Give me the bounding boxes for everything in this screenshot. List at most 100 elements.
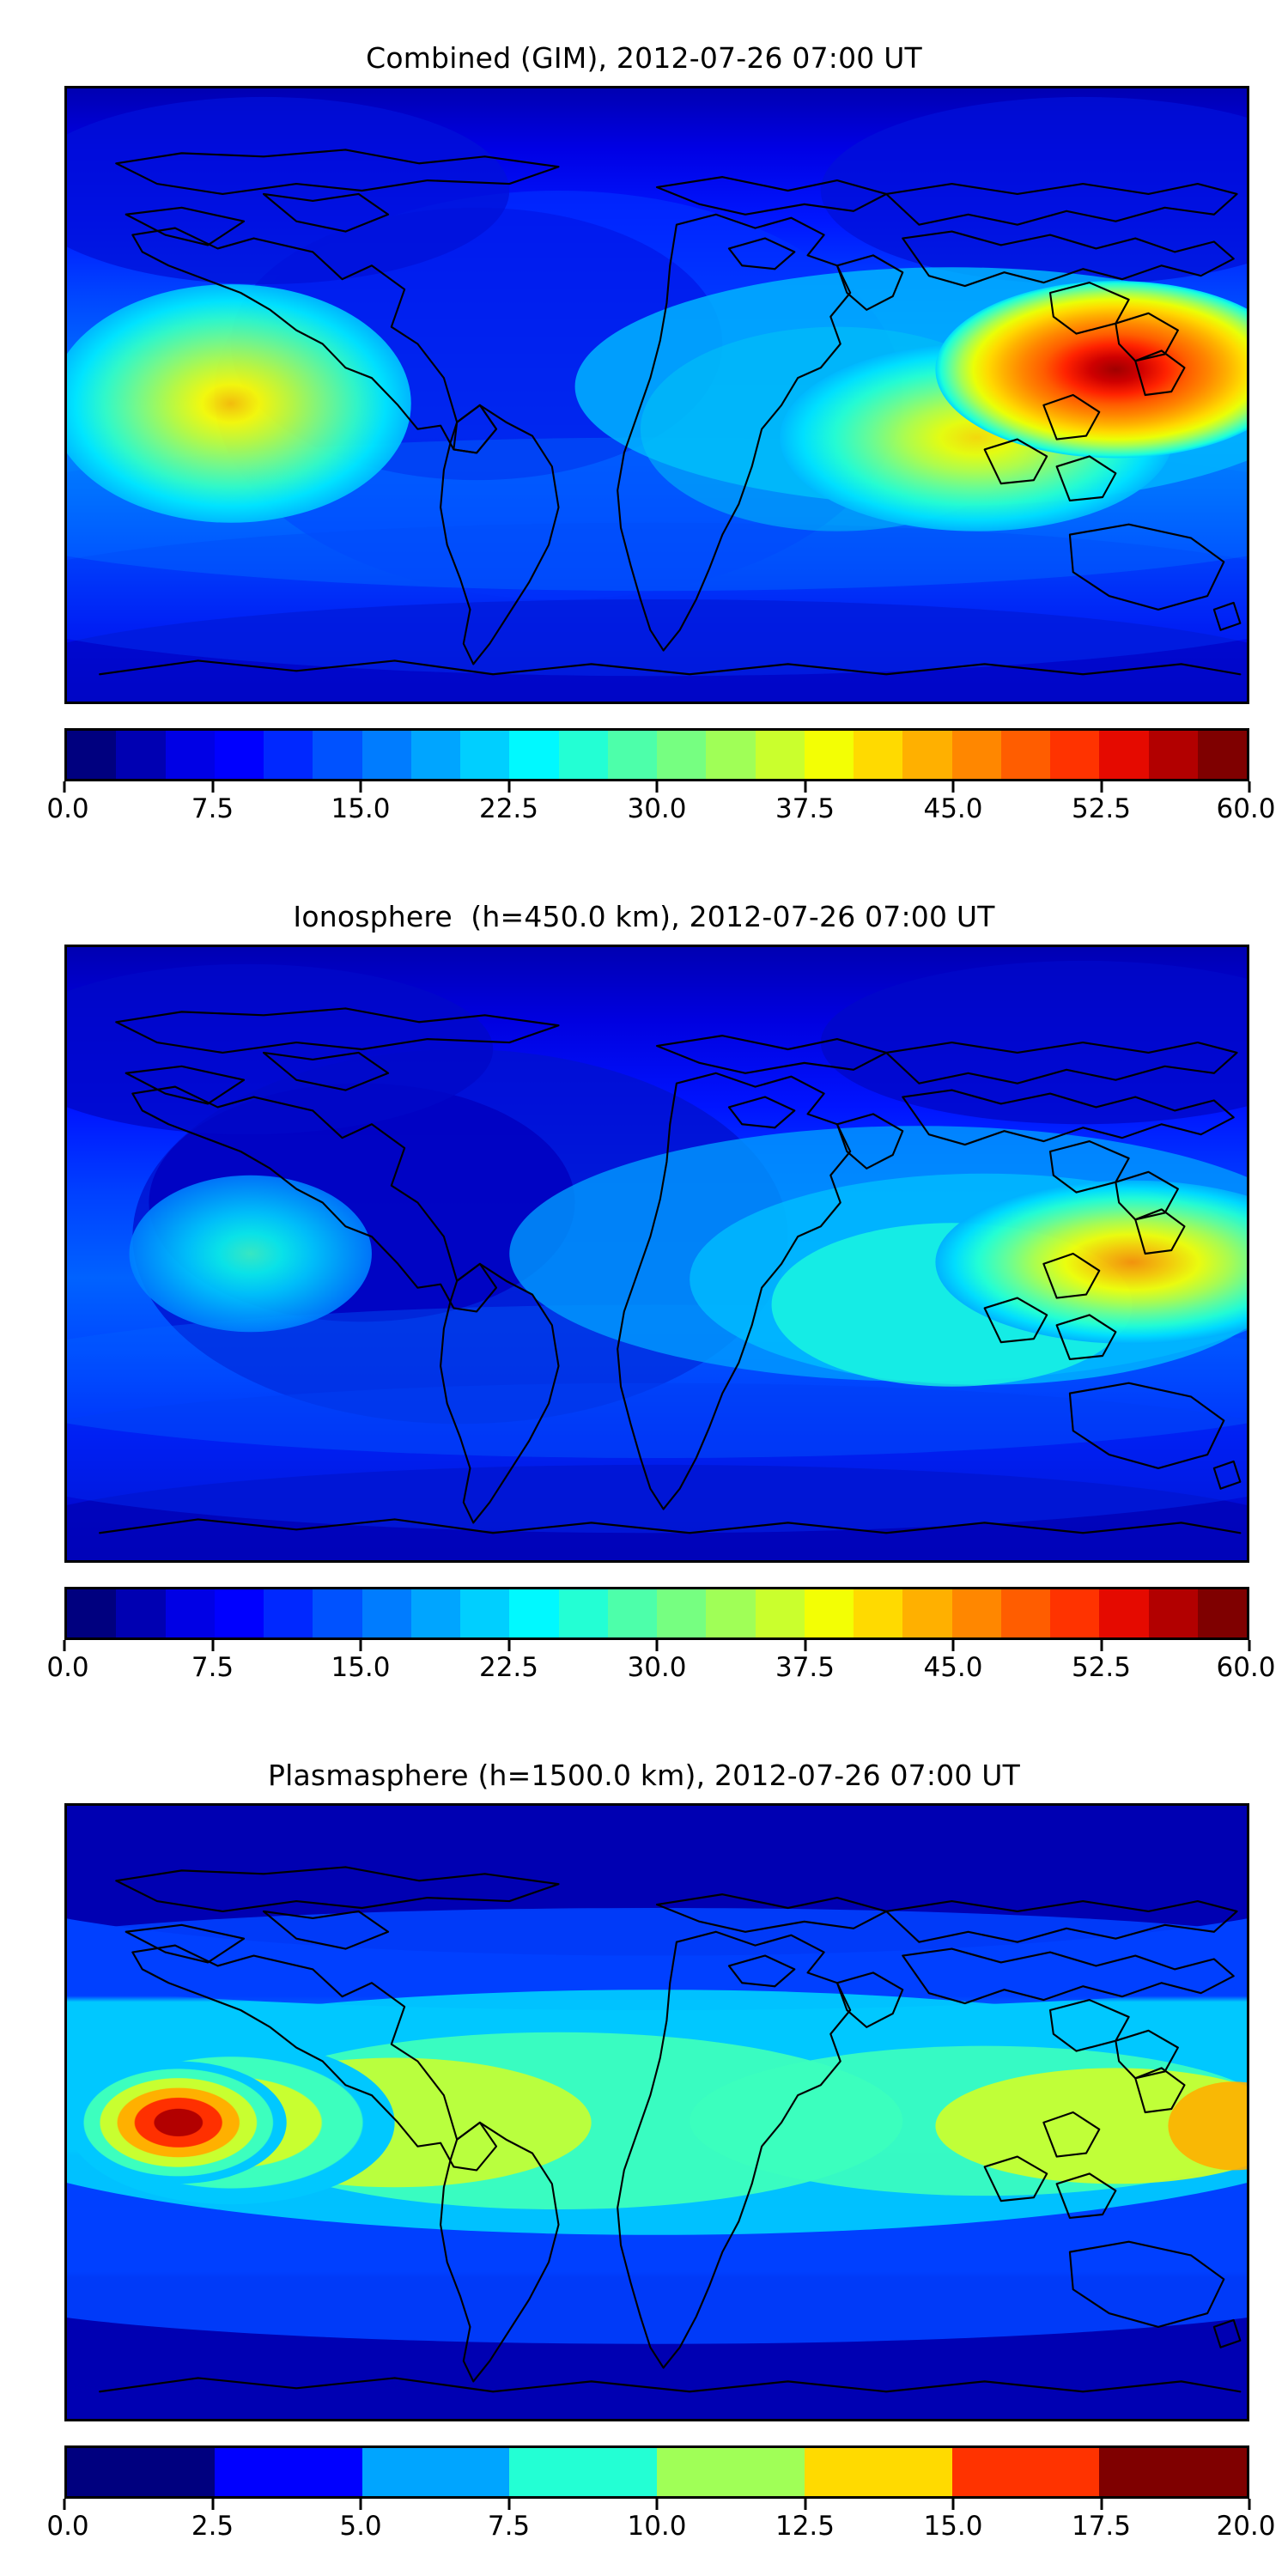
map-plasmasphere bbox=[64, 1803, 1249, 2421]
colorbar-band bbox=[902, 731, 952, 779]
colorbar-tick-label: 7.5 bbox=[191, 1652, 234, 1683]
colorbar-tick bbox=[655, 781, 659, 793]
colorbar-band bbox=[460, 731, 510, 779]
colorbar-band bbox=[116, 731, 166, 779]
colorbar-band bbox=[1050, 731, 1100, 779]
colorbar-band bbox=[558, 731, 608, 779]
colorbar-band bbox=[116, 1589, 166, 1637]
colorbar-band bbox=[165, 1589, 215, 1637]
colorbar-band bbox=[361, 731, 411, 779]
colorbar-band bbox=[854, 731, 903, 779]
colorbar-labels-combined-gim: 0.0 7.5 15.0 22.5 30.0 37.5 45.0 52.5 60.0 bbox=[46, 793, 1275, 829]
colorbar-tick bbox=[1100, 2499, 1103, 2510]
colorbar-tick bbox=[507, 1640, 510, 1651]
colorbar-tick bbox=[951, 781, 955, 793]
colorbar-tick-label: 15.0 bbox=[331, 1652, 391, 1683]
colorbar-band bbox=[509, 2448, 657, 2496]
colorbar-band bbox=[951, 731, 1001, 779]
colorbar-tick-label: 45.0 bbox=[923, 1652, 983, 1683]
panel-title-ionosphere: Ionosphere (h=450.0 km), 2012-07-26 07:0… bbox=[293, 900, 995, 933]
colorbar-tick bbox=[1100, 1640, 1103, 1651]
colorbar-band bbox=[67, 1589, 117, 1637]
colorbar-band bbox=[558, 1589, 608, 1637]
colorbar-band bbox=[755, 1589, 805, 1637]
colorbar-tick bbox=[359, 1640, 362, 1651]
colorbar-tick-label: 22.5 bbox=[478, 1652, 539, 1683]
colorbar-tick-label: 52.5 bbox=[1071, 1652, 1132, 1683]
colorbar-tick-label: 45.0 bbox=[923, 793, 983, 824]
colorbar-tick-label: 7.5 bbox=[191, 793, 234, 824]
map-field-combined-gim bbox=[67, 88, 1247, 702]
colorbar-labels-ionosphere: 0.0 7.5 15.0 22.5 30.0 37.5 45.0 52.5 60.0 bbox=[46, 1652, 1275, 1688]
colorbar-tick-label: 0.0 bbox=[46, 1652, 89, 1683]
colorbar-tick bbox=[63, 2499, 66, 2510]
colorbar-band bbox=[410, 731, 460, 779]
colorbar-ticks-plasmasphere bbox=[63, 2499, 1251, 2511]
colorbar-tick bbox=[211, 1640, 214, 1651]
colorbar-band bbox=[1148, 731, 1198, 779]
colorbar-band bbox=[804, 2448, 952, 2496]
colorbar-tick-label: 0.0 bbox=[46, 793, 89, 824]
panel-title-plasmasphere: Plasmasphere (h=1500.0 km), 2012-07-26 0… bbox=[268, 1759, 1020, 1792]
colorbar-tick bbox=[211, 781, 214, 793]
colorbar-band bbox=[1197, 731, 1247, 779]
colorbar-band bbox=[313, 1589, 362, 1637]
colorbar-tick-label: 20.0 bbox=[1216, 2511, 1276, 2542]
colorbar-tick bbox=[211, 2499, 214, 2510]
colorbar-tick-label: 37.5 bbox=[775, 1652, 835, 1683]
colorbar-tick-label: 15.0 bbox=[923, 2511, 983, 2542]
colorbar-band bbox=[706, 1589, 756, 1637]
colorbar-band bbox=[951, 1589, 1001, 1637]
colorbar-tick bbox=[1248, 2499, 1251, 2510]
colorbar-gradient-plasmasphere bbox=[64, 2445, 1249, 2499]
colorbar-band bbox=[214, 731, 264, 779]
colorbar-band bbox=[410, 1589, 460, 1637]
colorbar-tick-label: 60.0 bbox=[1216, 793, 1276, 824]
colorbar-band bbox=[1000, 731, 1050, 779]
colorbar-band bbox=[361, 2448, 510, 2496]
colorbar-band bbox=[804, 731, 854, 779]
colorbar-tick-label: 15.0 bbox=[331, 793, 391, 824]
colorbar-tick-label: 60.0 bbox=[1216, 1652, 1276, 1683]
colorbar-band bbox=[1148, 1589, 1198, 1637]
colorbar-tick bbox=[951, 2499, 955, 2510]
colorbar-gradient-ionosphere bbox=[64, 1587, 1249, 1640]
panel-title-combined-gim: Combined (GIM), 2012-07-26 07:00 UT bbox=[366, 41, 922, 75]
colorbar-tick-label: 17.5 bbox=[1071, 2511, 1132, 2542]
colorbar-band bbox=[854, 1589, 903, 1637]
colorbar-gradient-combined-gim bbox=[64, 728, 1249, 781]
colorbar-band bbox=[1099, 1589, 1149, 1637]
colorbar-band bbox=[264, 1589, 313, 1637]
map-ionosphere bbox=[64, 945, 1249, 1563]
colorbar-ionosphere: 0.0 7.5 15.0 22.5 30.0 37.5 45.0 52.5 60.0 bbox=[46, 1587, 1276, 1688]
colorbar-band bbox=[804, 1589, 854, 1637]
colorbar-tick bbox=[507, 781, 510, 793]
colorbar-tick bbox=[804, 1640, 806, 1651]
colorbar-band bbox=[657, 1589, 707, 1637]
colorbar-tick bbox=[804, 781, 806, 793]
colorbar-tick bbox=[655, 1640, 659, 1651]
colorbar-band bbox=[165, 731, 215, 779]
colorbar-combined-gim: 0.0 7.5 15.0 22.5 30.0 37.5 45.0 52.5 60.0 bbox=[46, 728, 1276, 829]
colorbar-ticks-combined-gim bbox=[63, 781, 1251, 793]
colorbar-tick bbox=[1100, 781, 1103, 793]
colorbar-band bbox=[214, 2448, 362, 2496]
colorbar-tick-label: 5.0 bbox=[339, 2511, 382, 2542]
colorbar-band bbox=[607, 731, 657, 779]
colorbar-band bbox=[264, 731, 313, 779]
map-field-plasmasphere bbox=[67, 1806, 1247, 2419]
colorbar-tick-label: 7.5 bbox=[487, 2511, 531, 2542]
colorbar-tick bbox=[1248, 1640, 1251, 1651]
colorbar-ticks-ionosphere bbox=[63, 1640, 1251, 1652]
colorbar-band bbox=[1000, 1589, 1050, 1637]
map-combined-gim bbox=[64, 86, 1249, 704]
colorbar-band bbox=[755, 731, 805, 779]
colorbar-tick bbox=[655, 2499, 659, 2510]
colorbar-tick-label: 37.5 bbox=[775, 793, 835, 824]
colorbar-band bbox=[706, 731, 756, 779]
colorbar-band bbox=[1099, 731, 1149, 779]
colorbar-labels-plasmasphere: 0.0 2.5 5.0 7.5 10.0 12.5 15.0 17.5 20.0 bbox=[46, 2511, 1275, 2547]
colorbar-tick-label: 2.5 bbox=[191, 2511, 234, 2542]
colorbar-tick bbox=[1248, 781, 1251, 793]
